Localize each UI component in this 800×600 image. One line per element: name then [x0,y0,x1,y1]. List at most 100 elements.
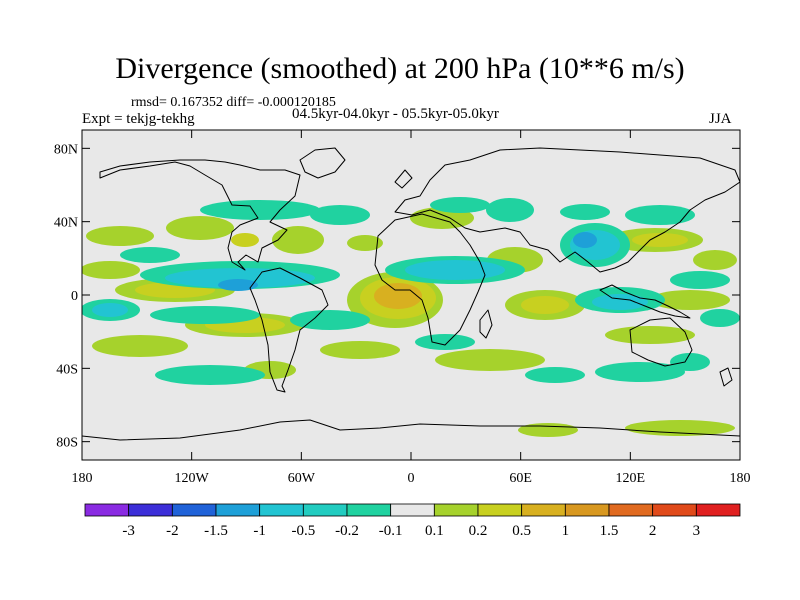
y-tick-label: 80N [54,142,78,157]
negative-anomaly-region [525,367,585,383]
coastlines [82,147,740,441]
x-tick-label: 180 [730,471,751,486]
positive-anomaly-region [272,226,324,254]
negative-anomaly-region [200,200,320,220]
negative-anomaly-region [700,309,740,327]
negative-anomaly-region [560,204,610,220]
negative-anomaly-region [290,310,370,330]
colorbar-swatch [695,503,741,517]
strong-negative-anomaly-region [573,232,597,248]
positive-anomaly-region [92,335,188,357]
figure-title: Divergence (smoothed) at 200 hPa (10**6 … [115,52,685,85]
strong-negative-anomaly-region [218,279,258,291]
south-america-coastline [249,267,329,393]
colorbar-swatch [128,503,173,517]
africa-coastline [374,213,486,346]
colorbar-label: -3 [122,523,135,539]
positive-anomaly-region [320,341,400,359]
colorbar-label: 1 [562,523,570,539]
negative-anomaly-region [625,205,695,225]
strong-negative-anomaly-group [218,232,597,291]
y-tick-label: 0 [71,289,78,304]
positive-anomaly-region [650,290,730,310]
positive-anomaly-region [605,326,695,344]
negative-anomaly-region [92,303,128,317]
colorbar-swatch [477,503,523,517]
positive-anomaly-region [521,296,569,314]
colorbar-label: -1.5 [204,523,228,539]
colorbar-swatch [608,503,654,517]
colorbar-label: 0.5 [512,523,531,539]
negative-anomaly-region [430,197,490,213]
experiment-label: Expt = tekjg-tekhg [82,111,195,127]
colorbar-label: -2 [166,523,179,539]
negative-anomaly-region [405,260,505,280]
positive-anomaly-region [518,423,578,437]
period-label: 04.5kyr-04.0kyr - 05.5kyr-05.0kyr [292,106,499,122]
negative-anomaly-region [155,365,265,385]
colorbar-swatch [84,503,130,517]
colorbar-label: 2 [649,523,657,539]
x-tick-label: 60W [288,471,316,486]
colorbar-swatch [259,503,304,517]
x-tick-label: 0 [408,471,415,486]
y-tick-label: 80S [56,436,78,451]
stats-text: rmsd= 0.167352 diff= -0.000120185 [131,95,336,110]
negative-anomaly-region [415,334,475,350]
negative-anomaly-region [150,306,260,324]
colorbar: -3 -2 -1.5 -1 -0.5 -0.2 -0.1 0.1 0.2 0.5 1 1.5 2 3 [84,503,741,539]
y-tick-label: 40N [54,216,78,231]
madagascar-coastline [479,309,493,339]
positive-anomaly-region [625,420,735,436]
colorbar-swatch [215,503,261,517]
negative-anomaly-region [595,362,685,382]
x-tick-label: 120W [175,471,210,486]
colorbar-swatch [390,503,435,517]
negative-anomaly-region [165,268,315,288]
positive-anomaly-region [231,233,259,247]
british-isles-coastline [394,169,413,189]
colorbar-label: -0.1 [379,523,403,539]
y-axis: 80N 40N 0 40S 80S [54,142,740,451]
australia-coastline [629,317,693,367]
negative-anomaly-region [670,271,730,289]
positive-anomaly-region [82,261,140,279]
colorbar-label: -0.5 [291,523,315,539]
colorbar-swatch [433,503,479,517]
positive-anomaly-region [347,235,383,251]
colorbar-label: 3 [693,523,701,539]
colorbar-swatch [652,503,697,517]
strong-positive-anomaly-region [374,283,422,309]
strong-positive-anomaly-group [374,283,422,309]
y-tick-label: 40S [56,362,78,377]
colorbar-swatch [564,503,610,517]
x-tick-label: 180 [72,471,93,486]
colorbar-label: 0.1 [425,523,444,539]
north-america-coastline [99,159,301,271]
contour-fill-layer [82,147,740,441]
positive-anomaly-region [166,216,234,240]
colorbar-label: -0.2 [335,523,359,539]
positive-anomaly-region [693,250,737,270]
colorbar-swatch [171,503,217,517]
negative-anomaly-region [486,198,534,222]
negative-anomaly-region [670,353,710,371]
new-zealand-coastline [719,367,733,387]
colorbar-swatch [346,503,392,517]
greenland-coastline [299,147,346,179]
negative-anomaly-region [592,294,648,310]
eurasia-coastline [394,147,740,273]
antarctica-coastline [82,419,740,441]
maritime-continent-coastline [599,284,691,319]
map-panel [81,129,741,461]
x-axis: 180 120W 60W 0 60E 120E 180 [72,130,751,486]
colorbar-label: 0.2 [469,523,488,539]
x-tick-label: 120E [616,471,646,486]
positive-anomaly-region [86,226,154,246]
season-label: JJA [709,111,732,127]
positive-anomaly-region [435,349,545,371]
colorbar-swatch [521,503,566,517]
colorbar-label: 1.5 [600,523,619,539]
negative-anomaly-region [120,247,180,263]
